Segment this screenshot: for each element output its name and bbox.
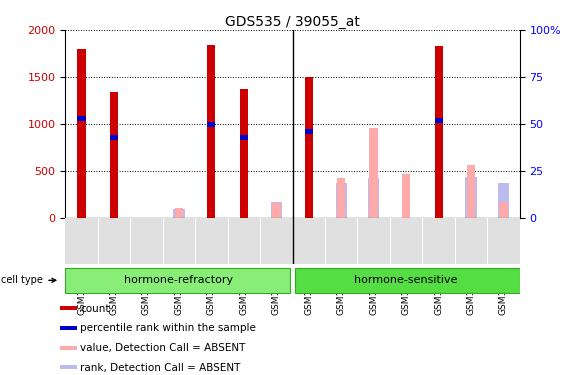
Bar (240, 89, 248, 218)
Text: hormone-refractory: hormone-refractory (124, 275, 233, 285)
Bar (175, 208, 183, 218)
Title: GDS535 / 39055_at: GDS535 / 39055_at (225, 15, 360, 29)
Text: count: count (80, 304, 110, 314)
Bar (110, 135, 118, 140)
Bar (336, 183, 347, 218)
Text: rank, Detection Call = ABSENT: rank, Detection Call = ABSENT (80, 363, 240, 373)
Bar (240, 135, 248, 140)
Bar (240, 206, 248, 218)
Bar (77, 116, 86, 121)
Bar (368, 178, 379, 218)
Bar (60, 306, 77, 310)
Bar (207, 122, 215, 127)
Bar (369, 128, 378, 217)
Bar (60, 326, 77, 330)
Bar (337, 178, 345, 218)
Bar (402, 174, 410, 217)
Text: cell type: cell type (1, 275, 56, 285)
FancyBboxPatch shape (295, 268, 520, 293)
Bar (435, 46, 442, 217)
Bar (207, 45, 215, 218)
Bar (304, 129, 313, 134)
Text: value, Detection Call = ABSENT: value, Detection Call = ABSENT (80, 343, 245, 353)
Bar (270, 202, 282, 217)
FancyBboxPatch shape (65, 268, 290, 293)
Bar (498, 183, 509, 218)
Bar (499, 202, 508, 217)
Bar (465, 177, 477, 218)
Bar (110, 92, 118, 218)
Bar (304, 77, 313, 218)
Text: hormone-sensitive: hormone-sensitive (354, 275, 458, 285)
Bar (173, 209, 185, 218)
Bar (77, 49, 86, 217)
Bar (272, 202, 281, 217)
Bar (435, 118, 442, 123)
Bar (467, 165, 475, 218)
Bar (60, 346, 77, 350)
Text: percentile rank within the sample: percentile rank within the sample (80, 324, 256, 333)
Bar (60, 366, 77, 369)
